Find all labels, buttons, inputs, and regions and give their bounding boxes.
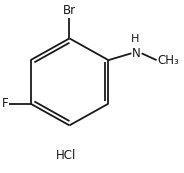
Text: F: F xyxy=(2,97,8,110)
Text: HCl: HCl xyxy=(56,149,76,162)
Text: N: N xyxy=(132,47,141,60)
Text: Br: Br xyxy=(63,4,76,17)
Text: CH₃: CH₃ xyxy=(158,54,179,67)
Text: H: H xyxy=(131,34,140,44)
